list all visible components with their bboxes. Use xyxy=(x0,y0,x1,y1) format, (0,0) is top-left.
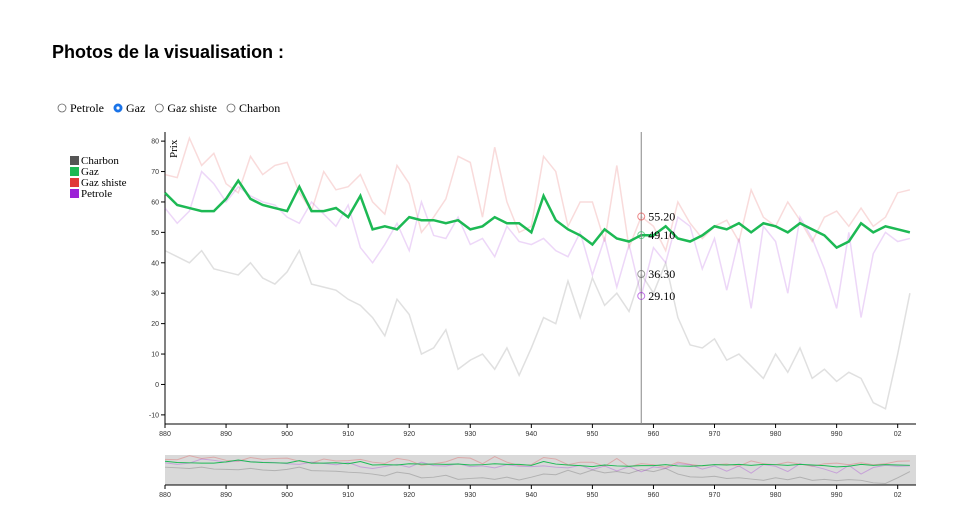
y-tick-label: 80 xyxy=(151,139,159,146)
radio-label[interactable]: Petrole xyxy=(70,101,104,115)
mini-series-line xyxy=(164,459,910,468)
legend-label: Charbon xyxy=(81,155,119,167)
hover-value: 55.20 xyxy=(648,210,675,224)
x-tick-label: 880 xyxy=(159,431,171,438)
radio-label[interactable]: Charbon xyxy=(239,101,280,115)
y-tick-label: 50 xyxy=(151,230,159,237)
x-tick-label: 930 xyxy=(464,431,476,438)
mini-x-tick-label: 02 xyxy=(894,492,902,499)
hover-value: 49.10 xyxy=(648,228,675,242)
x-tick-label: 950 xyxy=(587,431,599,438)
hover-value: 36.30 xyxy=(648,267,675,281)
x-tick-label: 980 xyxy=(770,431,782,438)
mini-series-line xyxy=(164,458,910,475)
x-tick-label: 970 xyxy=(709,431,721,438)
x-tick-label: 920 xyxy=(403,431,415,438)
heading: Photos de la visualisation : xyxy=(52,42,284,62)
mini-x-tick-label: 940 xyxy=(525,492,537,499)
series-line xyxy=(164,178,911,250)
x-tick-label: 910 xyxy=(342,431,354,438)
x-tick-label: 02 xyxy=(894,431,902,438)
series-line xyxy=(164,170,911,318)
mini-x-tick-label: 890 xyxy=(220,492,232,499)
mini-series-line xyxy=(164,466,911,484)
radio-button[interactable] xyxy=(226,103,236,113)
y-tick-label: 0 xyxy=(155,382,159,389)
brush-selection[interactable] xyxy=(165,455,916,485)
mini-x-tick-label: 900 xyxy=(281,492,293,499)
mini-x-tick-label: 980 xyxy=(770,492,782,499)
x-tick-label: 940 xyxy=(525,431,537,438)
mini-x-tick-label: 970 xyxy=(709,492,721,499)
legend-swatch xyxy=(70,167,79,176)
x-tick-label: 890 xyxy=(220,431,232,438)
y-tick-label: 70 xyxy=(151,169,159,176)
y-tick-label: -10 xyxy=(149,412,159,419)
mini-x-tick-label: 990 xyxy=(831,492,843,499)
legend-label: Gaz shiste xyxy=(81,177,127,189)
y-tick-label: 10 xyxy=(151,352,159,359)
y-tick-label: 40 xyxy=(151,260,159,267)
mini-x-tick-label: 920 xyxy=(403,492,415,499)
x-tick-label: 960 xyxy=(648,431,660,438)
legend-label: Gaz xyxy=(81,166,99,178)
radio-button[interactable] xyxy=(57,103,67,113)
mini-x-tick-label: 960 xyxy=(648,492,660,499)
legend-swatch xyxy=(70,189,79,198)
legend-label: Petrole xyxy=(81,188,112,200)
x-tick-label: 990 xyxy=(831,431,843,438)
y-axis-label: Prix xyxy=(168,139,180,158)
series-line xyxy=(164,135,911,253)
y-tick-label: 60 xyxy=(151,199,159,206)
hover-marker xyxy=(637,231,646,240)
mini-x-tick-label: 930 xyxy=(464,492,476,499)
hover-marker xyxy=(637,270,646,279)
radio-label[interactable]: Gaz xyxy=(126,101,145,115)
y-tick-label: 20 xyxy=(151,321,159,328)
radio-label[interactable]: Gaz shiste xyxy=(167,101,217,115)
series-line xyxy=(164,248,911,410)
y-tick-label: 30 xyxy=(151,291,159,298)
hover-value: 29.10 xyxy=(648,289,675,303)
mini-x-tick-label: 950 xyxy=(587,492,599,499)
radio-dot xyxy=(116,106,120,110)
hover-marker xyxy=(637,212,646,221)
mini-series-line xyxy=(164,455,910,468)
mini-x-tick-label: 910 xyxy=(342,492,354,499)
legend-swatch xyxy=(70,178,79,187)
hover-marker xyxy=(637,291,646,300)
mini-x-tick-label: 880 xyxy=(159,492,171,499)
legend-swatch xyxy=(70,156,79,165)
x-tick-label: 900 xyxy=(281,431,293,438)
radio-button[interactable] xyxy=(154,103,164,113)
